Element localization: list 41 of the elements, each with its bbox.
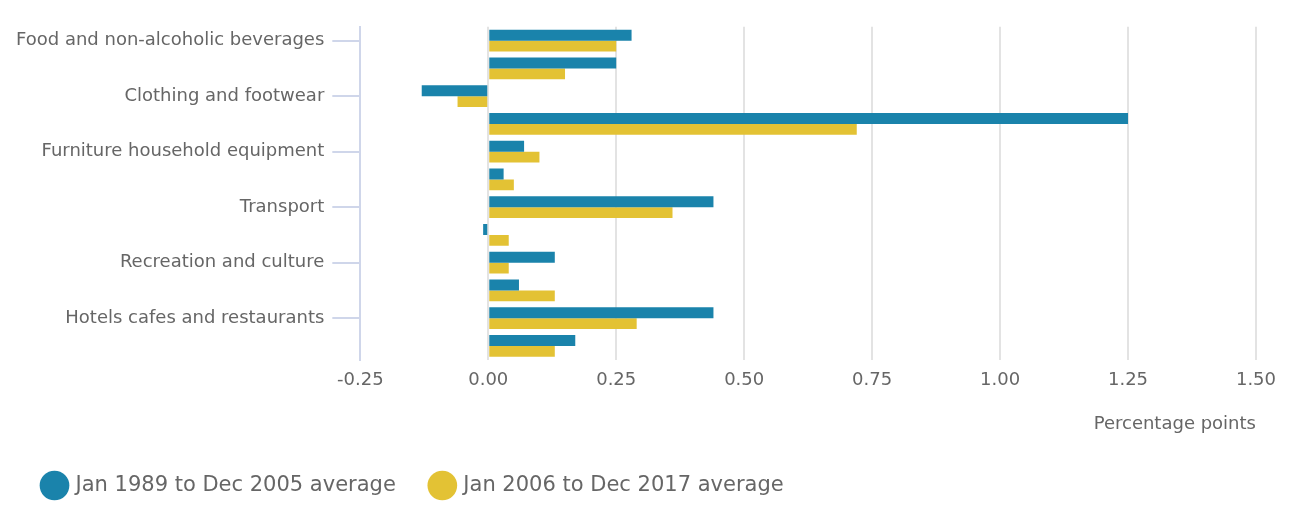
bar [489,307,714,319]
bar [489,290,555,302]
bar [489,113,1129,124]
bar [489,318,637,329]
bar [489,207,673,218]
y-tick-label: Transport [238,194,325,216]
x-axis-title: Percentage points [1093,411,1256,433]
x-tick-label: 1.50 [1235,368,1276,390]
bar [489,123,857,135]
x-tick-label: 0.00 [468,368,509,390]
bar [489,151,540,163]
x-tick-label: 1.00 [980,368,1021,390]
bar [489,262,509,274]
x-tick-label: 0.50 [724,368,765,390]
bar [489,196,714,208]
bar [489,234,509,246]
bar [489,279,519,291]
bar [489,40,617,52]
bar [489,335,576,346]
bar [489,251,555,263]
bar [489,345,555,357]
bar [457,96,488,107]
y-tick-label: Food and non-alcoholic beverages [16,28,325,50]
bar [489,57,617,69]
y-tick-label: Clothing and footwear [124,83,325,105]
legend-label: Jan 2006 to Dec 2017 average [461,471,784,496]
bar [483,224,488,235]
x-tick-label: 1.25 [1107,368,1149,390]
x-tick-label: 0.75 [852,368,893,390]
bar [489,140,525,152]
legend-label: Jan 1989 to Dec 2005 average [73,471,396,496]
bar [489,29,632,41]
bar [489,168,504,180]
x-tick-label: -0.25 [337,368,384,390]
bar [489,68,566,80]
y-tick-label: Hotels cafes and restaurants [65,305,325,327]
bar [421,85,488,97]
y-tick-label: Recreation and culture [119,250,325,272]
x-tick-label: 0.25 [596,368,637,390]
y-tick-label: Furniture household equipment [41,139,325,161]
bar [489,179,514,191]
